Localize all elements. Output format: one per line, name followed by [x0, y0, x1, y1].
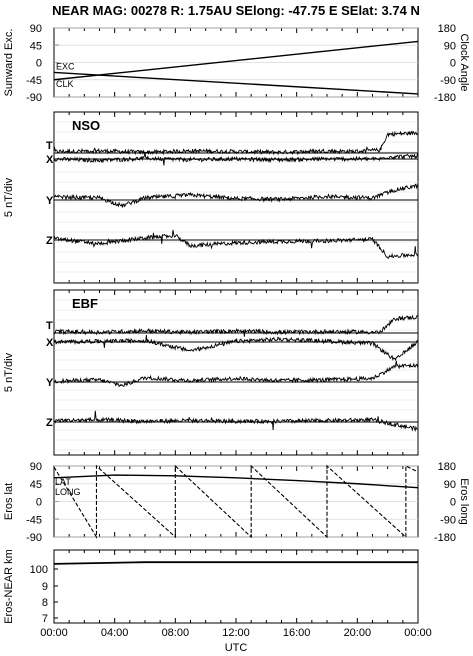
range-ylabel: Eros-NEAR km [3, 549, 15, 624]
nso-trace-label: Y [46, 195, 54, 207]
x-tick-label: 08:00 [162, 627, 190, 639]
ebf-trace-label: X [46, 337, 54, 349]
nso-trace-label: Z [46, 235, 53, 247]
ebf-trace-label: Y [46, 377, 54, 389]
x-tick-label: 12:00 [222, 627, 250, 639]
eros-ytick-right-label: 0 [450, 497, 456, 509]
nso-trace-label: T [46, 140, 53, 152]
geometry-annotation: CLK [56, 79, 74, 89]
x-axis: 00:00 04:00 08:00 12:00 16:00 20:00 00:00 UTC [40, 627, 432, 654]
ebf-trace-label: T [46, 320, 53, 332]
eros-series-long [53, 464, 419, 539]
geometry-ytick-label: 45 [30, 40, 42, 52]
eros-annotation: LAT [55, 477, 71, 487]
x-tick-label: 20:00 [344, 627, 372, 639]
ebf-panel: EBF 5 nT/div TX Y Z [3, 289, 419, 456]
ebf-panel-label: EBF [72, 296, 98, 311]
nso-series-t [53, 130, 419, 156]
geometry-ytick-right-label: 180 [438, 23, 456, 35]
eros-ytick-right-label: -180 [434, 532, 456, 544]
range-frame [53, 549, 419, 624]
geometry-ylabel-right: Clock Angle [458, 33, 470, 91]
figure-title: NEAR MAG: 00278 R: 1.75AU SElong: -47.75… [52, 3, 420, 18]
eros-annotation: LONG [55, 487, 81, 497]
range-ytick-label: 7 [42, 613, 48, 625]
nso-series-x [53, 151, 419, 166]
ebf-ylabel: 5 nT/div [3, 352, 15, 392]
geometry-ytick-label: -45 [26, 75, 42, 87]
eros-ytick-label: 0 [36, 497, 42, 509]
nso-ylabel: 5 nT/div [3, 177, 15, 217]
eros-ytick-label: -45 [26, 514, 42, 526]
range-panel: 100 9 8 7 Eros-NEAR km [3, 549, 419, 625]
eros-ytick-right-label: 180 [438, 461, 456, 473]
range-ytick-label: 8 [42, 597, 48, 609]
range-ytick-label: 9 [42, 581, 48, 593]
eros-ytick-right-label: 90 [444, 479, 456, 491]
eros-ytick-label: 45 [30, 479, 42, 491]
geometry-ytick-right-label: -180 [434, 92, 456, 104]
eros-ytick-label: -90 [26, 532, 42, 544]
nso-panel: NSO 5 nT/div TX Y Z [3, 111, 419, 284]
nso-series-y [53, 183, 419, 208]
ebf-series-z [53, 410, 419, 433]
x-tick-label: 16:00 [283, 627, 311, 639]
eros-ylabel-right: Eros long [458, 478, 470, 524]
ebf-series-x [53, 335, 419, 362]
range-series [53, 561, 418, 565]
range-ytick-label: 100 [30, 564, 48, 576]
geometry-ytick-right-label: 0 [450, 58, 456, 70]
geometry-ytick-label: 0 [36, 58, 42, 70]
eros-ytick-right-label: -90 [440, 514, 456, 526]
geometry-annotation: EXC [56, 61, 75, 71]
geometry-ytick-right-label: 90 [444, 40, 456, 52]
eros-ylabel: Eros lat [3, 483, 15, 520]
eros-panel: 90 45 0 -45 -90 180 90 0 -90 -180 Eros lat Eros lon… [3, 461, 470, 544]
geometry-ylabel: Sunward Exc. [3, 29, 15, 97]
geometry-panel: 90 45 0 -45 -90 180 90 0 -90 -180 Sunward Exc. Cloc… [3, 23, 470, 104]
geometry-ytick-label: 90 [30, 23, 42, 35]
geometry-series-exc [53, 71, 419, 95]
ebf-series-t [53, 314, 419, 337]
geometry-ytick-right-label: -90 [440, 75, 456, 87]
geometry-ytick-label: -90 [26, 92, 42, 104]
nso-series-z [53, 229, 419, 259]
x-tick-label: 00:00 [404, 627, 432, 639]
ebf-series-y [53, 360, 419, 388]
ebf-trace-label: Z [46, 417, 53, 429]
geometry-series-clk [53, 40, 419, 81]
x-tick-label: 04:00 [101, 627, 129, 639]
eros-series-lat [53, 474, 419, 489]
x-axis-label: UTC [225, 642, 248, 654]
nso-trace-label: X [46, 154, 54, 166]
eros-ytick-label: 90 [30, 461, 42, 473]
nso-panel-label: NSO [72, 118, 100, 133]
x-tick-label: 00:00 [40, 627, 68, 639]
